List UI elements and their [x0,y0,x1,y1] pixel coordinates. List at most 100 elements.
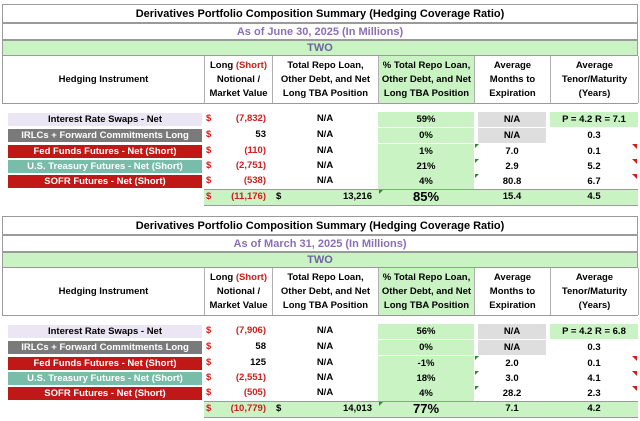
header-tenor-line3: (Years) [578,299,611,311]
table-row: SOFR Futures - Net (Short) $ (505) N/A 4% 28.… [2,386,638,401]
table-row: Fed Funds Futures - Net (Short) $ (110) N/A… [2,144,638,159]
company-ticker: TWO [2,40,638,56]
tenor-value: 0.1 [587,358,601,369]
tenor-value: 0.3 [587,130,601,141]
notional-value: 125 [250,357,266,368]
summary-table: Derivatives Portfolio Composition Summar… [2,216,639,421]
total-repo-dollar-sign: $ [276,191,282,202]
header-instrument-label: Hedging Instrument [58,73,149,85]
header-tenor: Average Tenor/Maturity (Years) [551,56,639,103]
pct-value: 0% [378,340,474,355]
dollar-sign: $ [206,372,212,383]
header-tenor-line1: Average [575,59,614,71]
repo-value: N/A [316,145,334,156]
total-dollar-sign: $ [206,191,212,202]
total-dollar-sign: $ [206,403,212,414]
tenor-value: 2.3 [587,388,601,399]
pct-value: 21% [378,159,474,174]
tenor-value: P = 4.2 R = 7.1 [550,112,638,127]
repo-value: N/A [316,357,334,368]
table-title: Derivatives Portfolio Composition Summar… [2,216,638,235]
header-instrument: Hedging Instrument [3,268,205,315]
notional-value: (7,906) [235,325,266,336]
pct-value: 56% [378,324,474,339]
dollar-sign: $ [206,357,212,368]
total-tenor-value: 4.5 [587,191,601,202]
tenor-value: 4.1 [587,373,601,384]
table-row: U.S. Treasury Futures - Net (Short) $ (2,7… [2,159,638,174]
notional-value: 58 [255,341,266,352]
header-repo-line3: Long TBA Position [282,299,369,311]
header-notional-line2: Notional / [216,285,261,297]
header-repo: Total Repo Loan, Other Debt, and Net Long … [273,56,379,103]
header-months: Average Months to Expiration [475,268,551,315]
comment-marker [632,159,637,164]
notional-value: 53 [255,129,266,140]
dollar-sign: $ [206,129,212,140]
repo-value: N/A [316,113,334,124]
dollar-sign: $ [206,341,212,352]
instrument-label: SOFR Futures - Net (Short) [8,175,202,188]
months-value: N/A [478,340,546,355]
header-notional: Long (Short) Notional / Market Value [205,56,273,103]
cell-marker [475,159,479,163]
header-months: Average Months to Expiration [475,56,551,103]
header-pct-line3: Long TBA Position [383,87,470,99]
table-row: IRLCs + Forward Commitments Long $58 N/A 0%… [2,340,638,355]
dollar-sign: $ [206,387,212,398]
comment-marker [632,371,637,376]
table-subtitle: As of June 30, 2025 (In Millions) [2,23,638,40]
instrument-label: SOFR Futures - Net (Short) [8,387,202,400]
total-pct-value: 85% [412,189,440,204]
tenor-value: 6.7 [587,176,601,187]
dollar-sign: $ [206,325,212,336]
dollar-sign: $ [206,113,212,124]
header-pct-line1: % Total Repo Loan, [382,59,471,71]
table-row: Fed Funds Futures - Net (Short) $125 N/A -1… [2,356,638,371]
months-value: 28.2 [502,388,522,399]
table-row: Interest Rate Swaps - Net $ (7,906) N/A 56% N… [2,324,638,339]
comment-marker [632,144,637,149]
total-months-value: 7.1 [505,403,519,414]
header-long-label: Long [210,271,236,283]
header-notional-line3: Market Value [209,87,268,99]
instrument-label: IRLCs + Forward Commitments Long [8,129,202,142]
instrument-label: IRLCs + Forward Commitments Long [8,341,202,354]
header-pct-line1: % Total Repo Loan, [382,271,471,283]
comment-marker [632,174,637,179]
total-months-value: 15.4 [502,191,522,202]
months-value: 3.0 [505,373,519,384]
pct-value: 18% [378,371,474,386]
tenor-value: 0.1 [587,146,601,157]
header-repo-line2: Other Debt, and Net [280,285,371,297]
months-value: 2.0 [505,358,519,369]
header-long-label: Long [210,59,236,71]
total-repo-value: 14,013 [342,403,372,414]
instrument-label: Fed Funds Futures - Net (Short) [8,145,202,158]
header-months-line1: Average [493,271,532,283]
table-subtitle: As of March 31, 2025 (In Millions) [2,235,638,252]
header-tenor-line2: Tenor/Maturity [561,285,628,297]
header-notional-line1: Long (Short) [210,271,267,285]
cell-marker [475,386,479,390]
notional-value: (7,832) [235,113,266,124]
cell-marker [475,144,479,148]
header-short-label: (Short) [235,271,267,283]
total-row: $ (11,176) $13,216 85% 15.4 4.5 [204,189,638,206]
repo-value: N/A [316,129,334,140]
header-repo-line2: Other Debt, and Net [280,73,371,85]
header-tenor-line3: (Years) [578,87,611,99]
months-value: N/A [478,128,546,143]
dollar-sign: $ [206,145,212,156]
repo-value: N/A [316,160,334,171]
header-repo: Total Repo Loan, Other Debt, and Net Long … [273,268,379,315]
header-repo-line3: Long TBA Position [282,87,369,99]
pct-value: 4% [378,386,474,401]
header-months-line2: Months to [489,285,536,297]
header-repo-line1: Total Repo Loan, [287,59,364,71]
months-value: 80.8 [502,176,522,187]
total-repo-dollar-sign: $ [276,403,282,414]
header-pct: % Total Repo Loan, Other Debt, and Net Lon… [379,56,475,103]
comment-marker [632,386,637,391]
total-notional-value: (11,176) [231,191,266,202]
